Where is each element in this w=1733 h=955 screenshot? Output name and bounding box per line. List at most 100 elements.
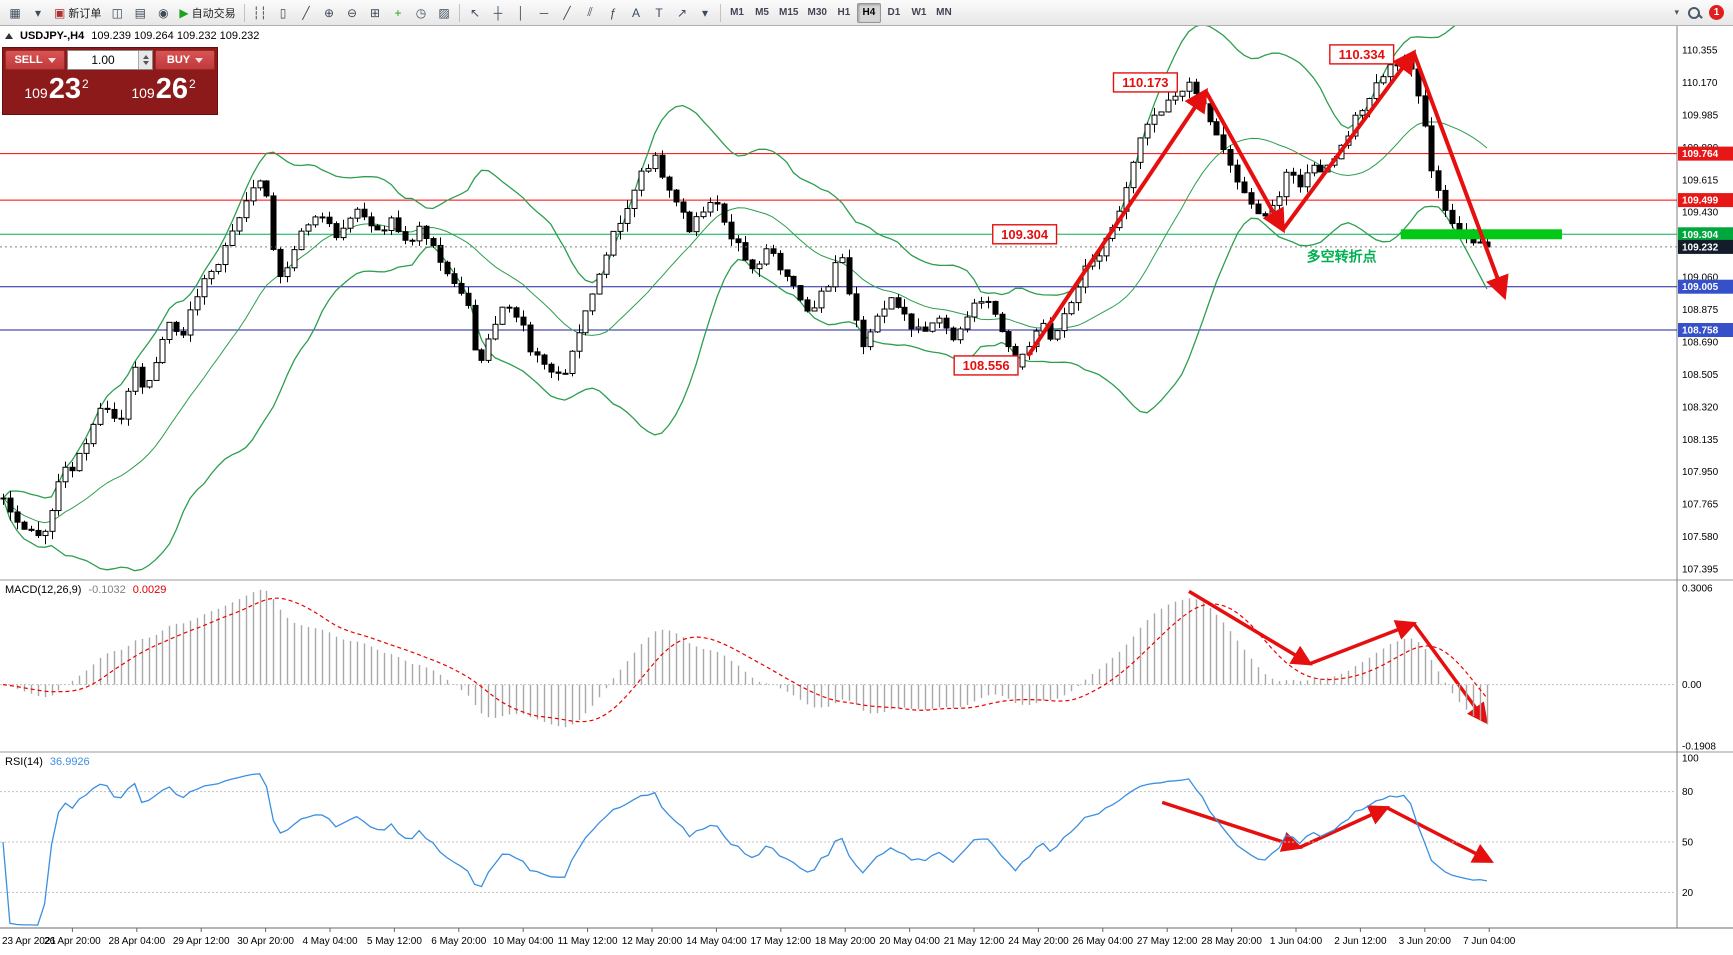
volume-stepper[interactable] (138, 51, 152, 69)
collapse-trade-panel-icon[interactable] (5, 33, 13, 39)
candle (215, 264, 222, 272)
zoom-out-icon[interactable]: ⊖ (347, 5, 358, 20)
candle (846, 257, 853, 295)
candle (125, 390, 132, 420)
price-chart[interactable]: 110.173 110.334 109.304 108.556 多空转折点 110.355… (0, 26, 1733, 955)
notification-badge[interactable]: 1 (1709, 5, 1724, 20)
candle (402, 231, 409, 241)
line-chart-mode-icon[interactable]: ╱ (302, 5, 310, 20)
macd-value: -0.1032 (88, 584, 126, 596)
indicators-icon[interactable]: + (394, 5, 402, 20)
timeframe-h4[interactable]: H4 (856, 2, 881, 23)
svg-text:26 May 04:00: 26 May 04:00 (1072, 936, 1133, 947)
candle (1428, 125, 1435, 172)
text-icon[interactable]: A (632, 5, 641, 20)
buy-button[interactable]: BUY (155, 50, 215, 70)
trend-arrow-main[interactable] (1411, 51, 1509, 301)
candle (180, 330, 187, 336)
candle (825, 286, 832, 292)
timeframe-m5[interactable]: M5 (755, 7, 769, 18)
trend-arrow-main[interactable] (1281, 49, 1417, 231)
price-badge (1678, 146, 1733, 161)
periods-icon[interactable]: ◷ (415, 5, 427, 20)
text-label-icon[interactable]: T (655, 5, 663, 20)
annotation-price-label[interactable]: 108.556 (953, 355, 1019, 376)
timeframe-mn[interactable]: MN (936, 7, 952, 18)
market-watch-icon[interactable]: ▤ (134, 5, 147, 20)
templates-icon[interactable]: ▨ (438, 5, 450, 20)
timeframe-w1[interactable]: W1 (911, 7, 927, 18)
volume-field[interactable]: 1.00 (67, 50, 153, 70)
svg-text:109.060: 109.060 (1682, 273, 1719, 284)
horizontal-line-icon[interactable]: ─ (539, 5, 549, 20)
chart-window-menu[interactable]: ▾ (34, 5, 42, 20)
candle (1394, 64, 1401, 67)
zoom-in-icon[interactable]: ⊕ (324, 5, 335, 20)
history-center-icon[interactable]: ◫ (111, 5, 124, 20)
vertical-line-icon[interactable]: │ (517, 5, 525, 20)
cursor-icon[interactable]: ↖ (470, 5, 481, 20)
chart-window-icon[interactable]: ▦ (9, 5, 21, 20)
svg-text:0.00: 0.00 (1682, 680, 1702, 691)
candle (28, 528, 35, 531)
svg-text:18 May 20:00: 18 May 20:00 (815, 936, 876, 947)
candle (1449, 209, 1456, 224)
annotation-price-label[interactable]: 109.304 (992, 224, 1058, 245)
toolbar-overflow-icon[interactable]: ▾ (1674, 7, 1679, 17)
trend-arrow-rsi[interactable] (1386, 806, 1494, 863)
candle (104, 407, 111, 410)
arrows-icon[interactable]: ↗ (677, 5, 688, 20)
candle (700, 211, 707, 218)
svg-text:28 May 20:00: 28 May 20:00 (1201, 936, 1262, 947)
volume-value: 1.00 (91, 53, 115, 67)
candle (437, 244, 444, 263)
candle (1311, 164, 1318, 174)
svg-text:109.764: 109.764 (1682, 149, 1719, 160)
navigator-icon[interactable]: ◉ (158, 5, 169, 20)
new-order-button[interactable]: ▣ 新订单 (54, 5, 102, 20)
annotation-text[interactable]: 多空转折点 (1307, 248, 1377, 264)
trend-arrow-rsi[interactable] (1298, 805, 1391, 849)
candle (680, 201, 687, 213)
tile-windows-icon[interactable]: ⊞ (370, 5, 381, 20)
autotrading-button[interactable]: ▶ 自动交易 (179, 5, 236, 20)
channel-icon[interactable]: ⫽ (587, 5, 593, 19)
sell-button[interactable]: SELL (5, 50, 65, 70)
crosshair-icon[interactable]: ┼ (493, 5, 503, 20)
timeframe-d1[interactable]: D1 (887, 7, 901, 18)
trend-arrow-main[interactable] (1204, 90, 1285, 234)
candle (243, 200, 250, 219)
svg-text:110.355: 110.355 (1682, 46, 1718, 57)
price-scale[interactable]: 110.355110.170109.985109.800109.615109.4… (1678, 46, 1733, 899)
candle (874, 315, 881, 333)
trend-arrow-rsi[interactable] (1161, 800, 1304, 852)
svg-text:109.430: 109.430 (1682, 208, 1719, 219)
candle (527, 324, 534, 353)
trend-arrow-macd[interactable] (1309, 620, 1417, 666)
annotation-price-label[interactable]: 110.173 (1112, 72, 1178, 93)
candlestick-mode-icon[interactable]: ▯ (279, 5, 287, 20)
candle (1435, 170, 1442, 191)
timeframe-m1[interactable]: M1 (730, 7, 744, 18)
trend-arrow-macd[interactable] (1188, 589, 1313, 666)
annotation-price-label[interactable]: 110.334 (1329, 44, 1395, 65)
candle (14, 511, 21, 523)
svg-text:110.173: 110.173 (1122, 75, 1168, 90)
svg-text:107.950: 107.950 (1682, 467, 1719, 478)
search-icon[interactable] (1686, 5, 1702, 21)
timeframe-m30[interactable]: M30 (807, 7, 827, 18)
trendline-icon[interactable]: ╱ (563, 5, 571, 20)
candle (111, 408, 118, 419)
candle (1387, 64, 1394, 78)
candle (284, 267, 291, 278)
bar-chart-mode-icon[interactable]: ┆┆ (252, 5, 268, 20)
svg-text:108.758: 108.758 (1682, 326, 1719, 337)
fibonacci-icon[interactable]: ƒ (609, 5, 617, 20)
arrows-menu[interactable]: ▾ (702, 5, 709, 20)
timeframe-h1[interactable]: H1 (837, 7, 851, 18)
candle (1130, 161, 1137, 189)
candle (1241, 181, 1248, 194)
trend-arrow-main[interactable] (1026, 87, 1208, 358)
timeframe-m15[interactable]: M15 (779, 7, 799, 18)
